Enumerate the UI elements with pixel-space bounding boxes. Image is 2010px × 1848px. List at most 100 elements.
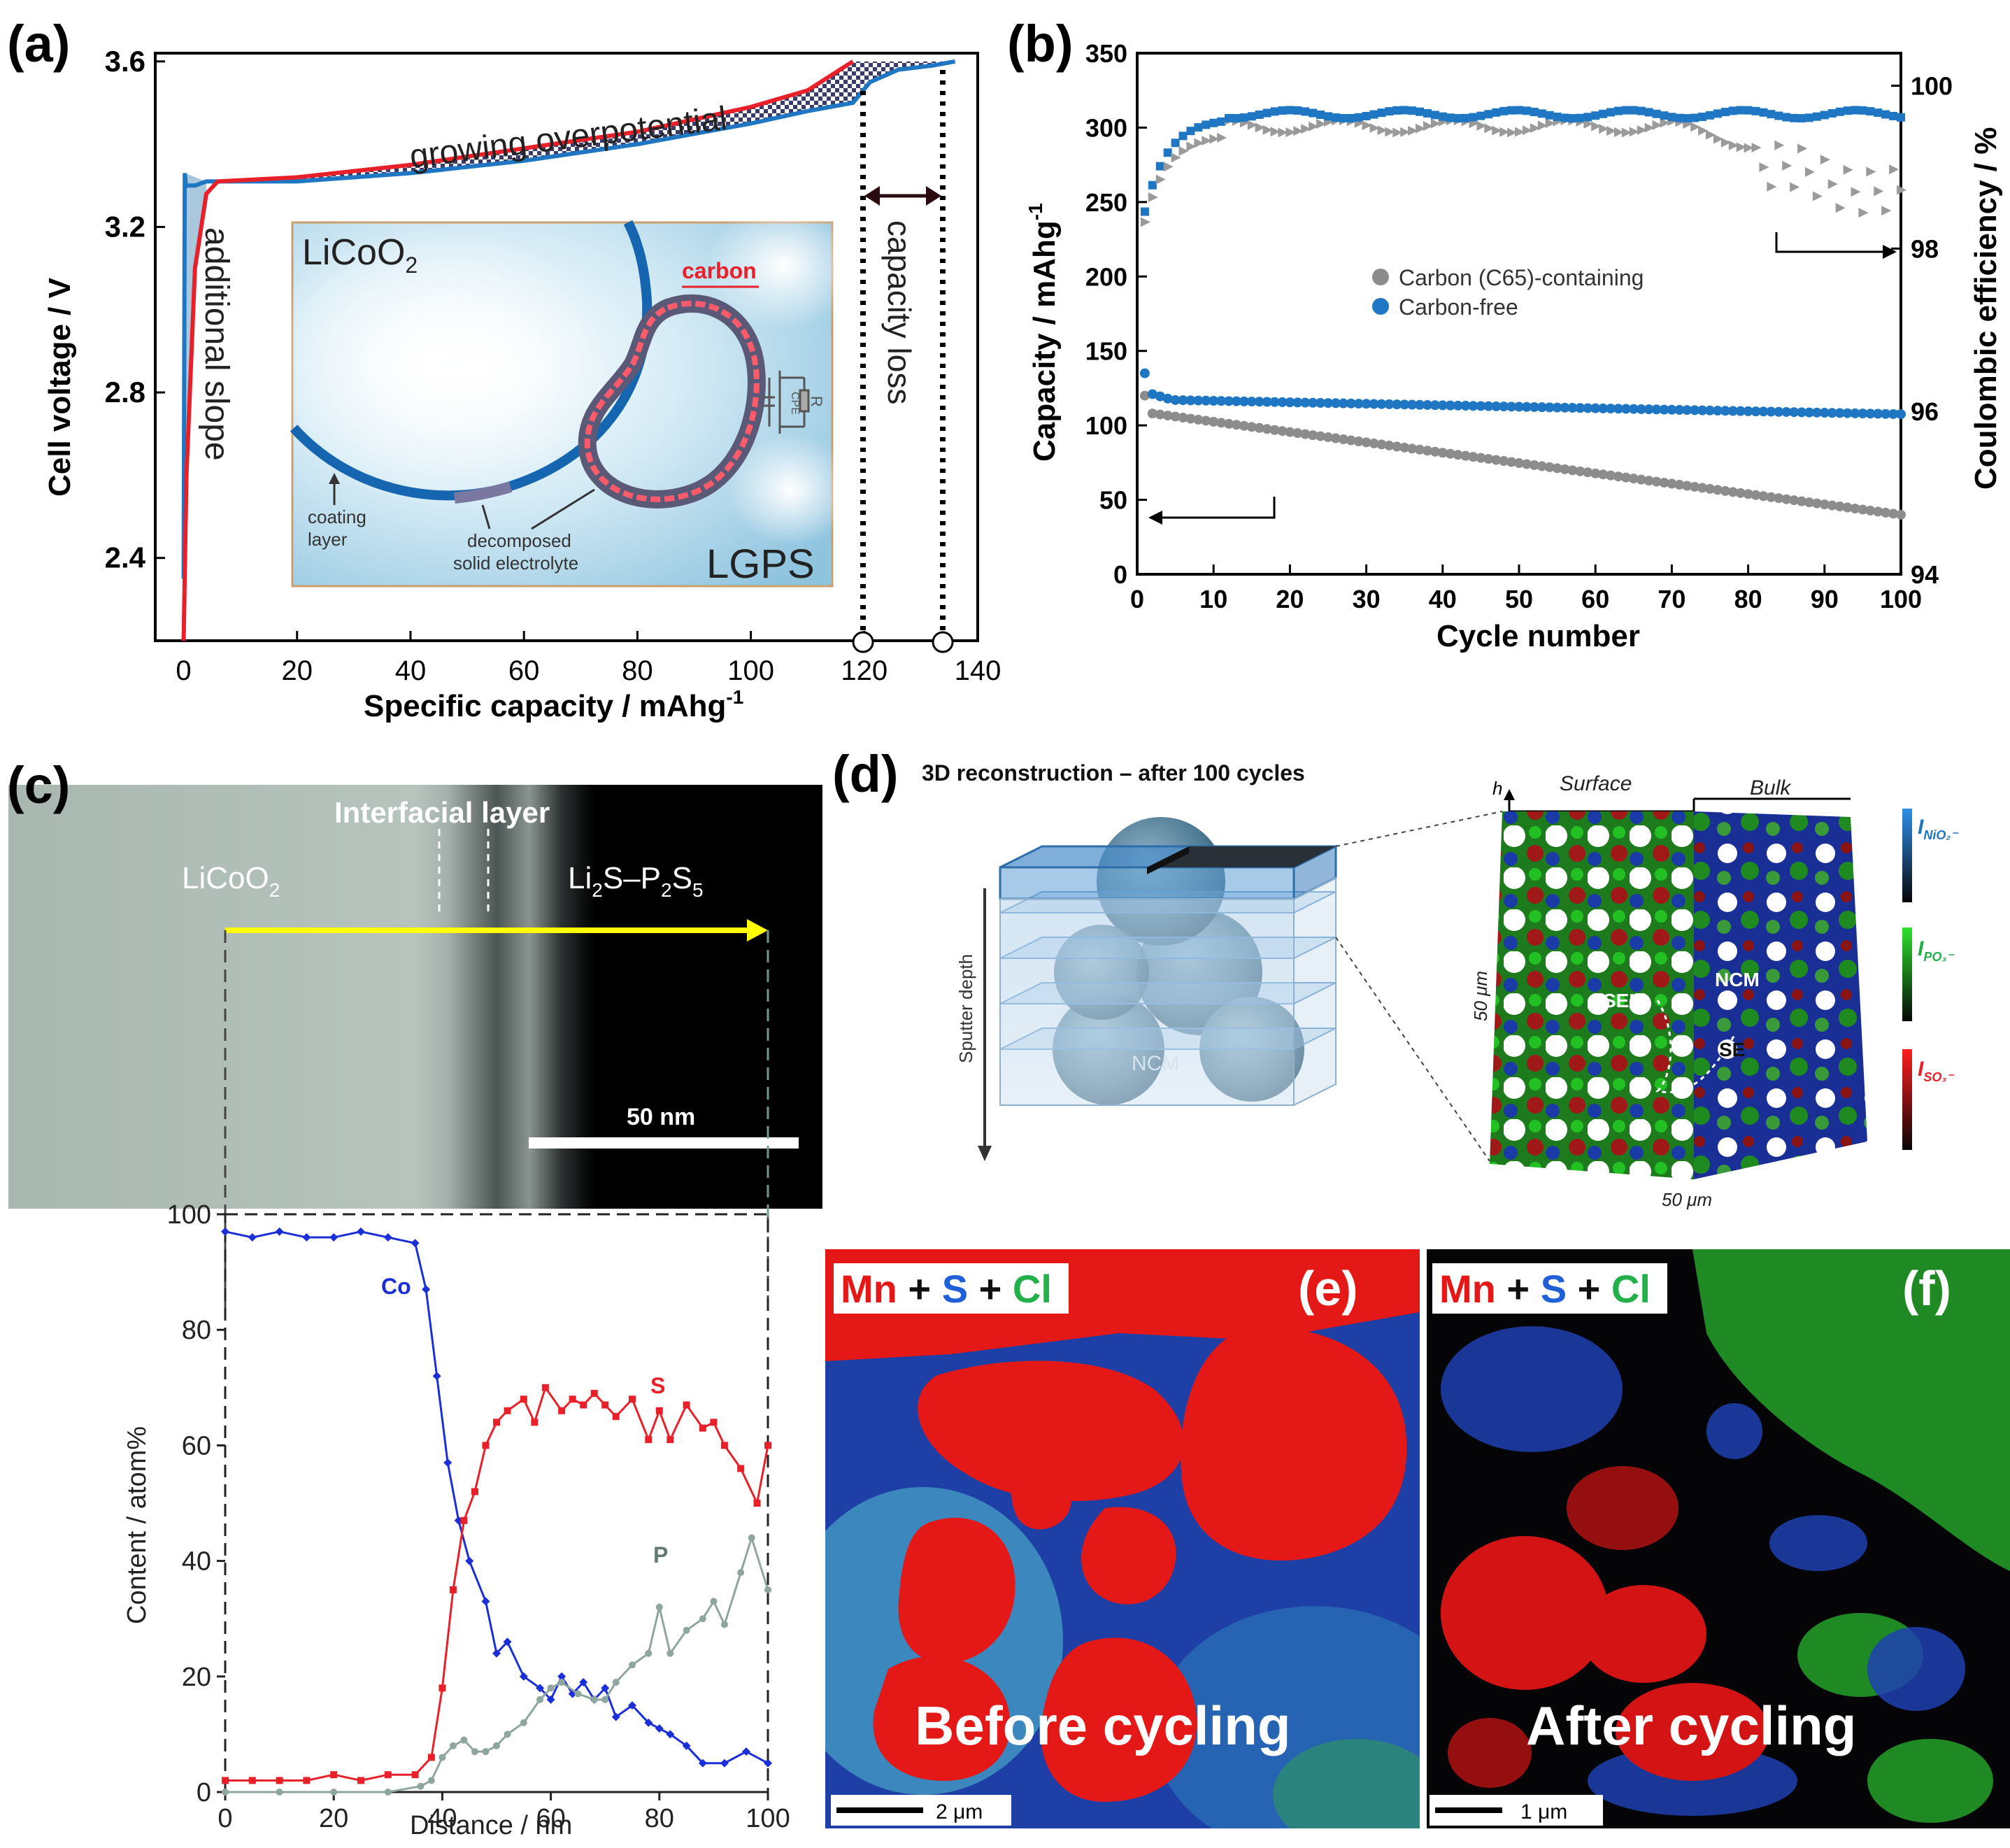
efficiency-point-carbon-free — [1827, 109, 1837, 118]
scatter-points-b — [1139, 106, 1906, 520]
capacity-point-carbon-free — [1323, 398, 1333, 408]
efficiency-point-carbon-free — [1408, 106, 1417, 115]
mn-particles — [825, 1249, 1420, 1802]
point-p — [493, 1742, 500, 1749]
capacity-point-carbon-free — [1239, 396, 1249, 406]
efficiency-point-carbon-free — [1774, 111, 1783, 120]
capacity-point-carbon-free — [1316, 398, 1326, 408]
y-tick-label-c: 100 — [167, 1200, 211, 1230]
capacity-point-carbon — [1292, 428, 1303, 439]
efficiency-point-carbon-free — [1637, 106, 1646, 115]
efficiency-point-carbon-free — [1713, 109, 1722, 118]
point-s — [683, 1401, 690, 1409]
point-p — [748, 1534, 755, 1542]
point-p — [504, 1730, 511, 1738]
capacity-point-carbon — [1231, 420, 1241, 430]
capacity-point-carbon — [1819, 499, 1830, 510]
capacity-point-carbon — [1521, 459, 1532, 469]
capacity-point-carbon-free — [1751, 406, 1761, 417]
capacity-point-carbon — [1651, 476, 1662, 487]
point-co — [682, 1741, 691, 1750]
capacity-point-carbon-free — [1804, 407, 1814, 418]
efficiency-point-carbon-free — [1744, 106, 1753, 115]
point-p — [699, 1615, 706, 1623]
efficiency-point-carbon — [1736, 142, 1746, 152]
panel-label-f: (f) — [1902, 1261, 1951, 1316]
efficiency-point-carbon-free — [1874, 108, 1883, 118]
capacity-point-carbon — [1590, 468, 1601, 478]
efficiency-point-carbon-free — [1576, 113, 1585, 122]
y-tick-label-b: 0 — [1113, 560, 1127, 589]
panel-label-d: (d) — [832, 745, 899, 803]
right-axis-arrow — [1775, 232, 1888, 253]
efficiency-point-carbon-free — [1163, 148, 1172, 157]
point-co — [411, 1239, 420, 1248]
efficiency-point-carbon-free — [1537, 109, 1546, 118]
efficiency-point-carbon — [1713, 134, 1723, 144]
efficiency-point-carbon-free — [1759, 108, 1768, 117]
point-p — [471, 1748, 478, 1756]
efficiency-point-carbon-free — [1660, 111, 1669, 120]
y-tick-label-c: 60 — [182, 1431, 211, 1460]
efficiency-point-carbon-free — [1400, 106, 1409, 115]
tem-licoo2-label: LiCoO2 — [182, 861, 280, 901]
capacity-point-carbon — [1224, 418, 1234, 429]
efficiency-point-carbon — [1652, 120, 1662, 130]
point-co — [628, 1701, 636, 1710]
efficiency-point-carbon — [1309, 121, 1319, 132]
equivalent-circuit — [764, 371, 810, 434]
surface-label: Surface — [1560, 772, 1632, 795]
capacity-point-carbon-free — [1552, 402, 1562, 413]
capacity-point-carbon-free — [1575, 403, 1585, 413]
efficiency-point-carbon — [1759, 162, 1769, 173]
efficiency-point-carbon — [1706, 129, 1716, 140]
series-line-blue-a — [181, 59, 956, 579]
efficiency-point-carbon-free — [1484, 110, 1493, 119]
x-tick-label-c: 80 — [645, 1804, 674, 1833]
efficiency-point-carbon — [1278, 127, 1288, 138]
point-p — [222, 1789, 229, 1796]
y-tick-label-a: 2.8 — [105, 376, 145, 408]
box-body — [999, 898, 1295, 1106]
point-p — [482, 1748, 490, 1756]
point-s — [411, 1771, 419, 1779]
point-s — [764, 1442, 771, 1449]
point-p — [764, 1586, 771, 1593]
efficiency-point-carbon — [1545, 118, 1555, 129]
point-s — [248, 1777, 256, 1784]
capacity-point-carbon-free — [1766, 406, 1776, 417]
capacity-point-carbon-free — [1201, 395, 1211, 406]
point-s — [541, 1384, 549, 1391]
efficiency-point-carbon-free — [1560, 113, 1569, 122]
capacity-point-carbon — [1170, 411, 1181, 422]
point-s — [357, 1777, 364, 1784]
panel-d-title: 3D reconstruction – after 100 cycles — [922, 760, 1305, 786]
capacity-point-carbon-free — [1544, 402, 1555, 413]
efficiency-point-carbon — [1629, 127, 1639, 137]
efficiency-point-carbon-free — [1446, 113, 1455, 122]
capacity-point-carbon — [1445, 448, 1455, 459]
efficiency-point-carbon — [1637, 125, 1647, 135]
efficiency-point-carbon — [1851, 187, 1861, 197]
capacity-point-carbon — [1384, 440, 1395, 450]
capacity-point-carbon — [1682, 481, 1692, 491]
capacity-point-carbon-free — [1384, 399, 1395, 409]
scale-bar-c — [529, 1137, 799, 1149]
efficiency-point-carbon — [1155, 174, 1166, 185]
efficiency-point-carbon — [1889, 164, 1899, 175]
chart-a: (a) 0 20 40 60 80 100 120 140 2.4 2.8 3.2 3.6 capac… — [7, 15, 1001, 723]
capacity-point-carbon — [1697, 483, 1708, 493]
point-co — [644, 1718, 653, 1727]
legend-label-carbon-free: Carbon-free — [1399, 294, 1518, 320]
point-s — [710, 1419, 718, 1426]
capacity-point-carbon — [1636, 474, 1646, 485]
capacity-point-carbon — [1316, 431, 1326, 441]
efficiency-point-carbon-free — [1706, 111, 1714, 120]
efficiency-point-carbon — [1163, 162, 1174, 172]
capacity-point-carbon — [1575, 466, 1585, 476]
capacity-point-carbon — [1873, 506, 1883, 517]
panel-label-a: (a) — [7, 15, 70, 73]
capacity-point-carbon — [1308, 430, 1318, 441]
efficiency-point-carbon-free — [1362, 111, 1371, 120]
point-s — [737, 1465, 745, 1472]
